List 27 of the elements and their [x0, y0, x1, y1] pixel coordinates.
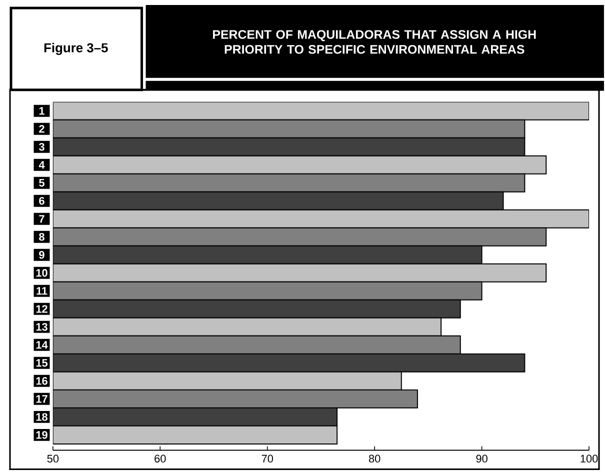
y-tick-label: 14	[36, 341, 48, 349]
y-tick-label: 2	[39, 124, 44, 133]
x-tick-label: 100	[580, 454, 598, 462]
y-tick-label: 4	[38, 160, 45, 169]
y-tick-label: 5	[39, 178, 44, 187]
x-tick-label: 60	[154, 454, 166, 462]
y-tick-label: 3	[38, 142, 44, 151]
y-tick-label: 6	[39, 196, 44, 205]
y-tick-label: 8	[39, 232, 44, 241]
y-tick-label: 9	[39, 250, 44, 259]
y-tick-label: 19	[36, 430, 48, 439]
y-tick-label: 12	[36, 304, 48, 313]
y-tick-label: 10	[36, 268, 48, 277]
y-tick-label: 13	[36, 322, 48, 331]
x-tick-label: 80	[368, 454, 380, 462]
y-tick-label: 18	[36, 412, 48, 421]
caption: Figure 3–5	[44, 42, 108, 55]
chart-title: PERCENT OF MAQUILADORAS THAT ASSIGN A HIGH PRIORITY TO SPECIFIC ENVIRONMENTAL AREAS	[213, 30, 536, 54]
y-tick-label: 17	[36, 395, 48, 403]
x-tick-label: 50	[47, 454, 59, 462]
x-tick-label: 90	[476, 454, 488, 462]
y-tick-label: 16	[36, 376, 48, 385]
x-tick-label: 70	[262, 454, 274, 462]
y-tick-label: 7	[39, 215, 44, 223]
y-tick-label: 11	[36, 287, 48, 295]
y-tick-label: 15	[36, 359, 48, 367]
y-tick-label: 1	[39, 106, 44, 114]
